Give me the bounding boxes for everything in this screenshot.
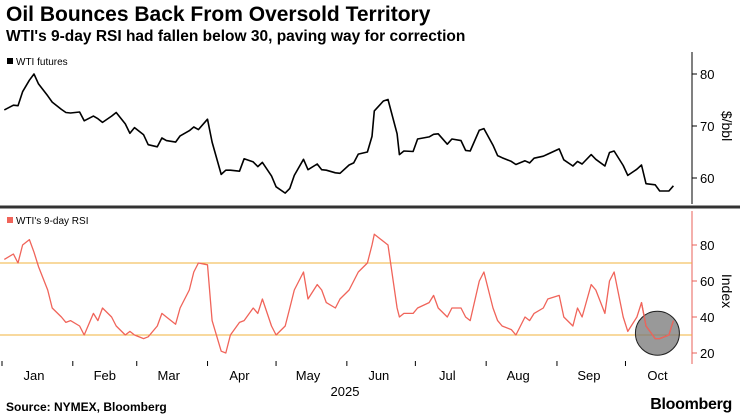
price-legend: WTI futures (7, 57, 68, 68)
rsi-legend-label: WTI's 9-day RSI (16, 216, 88, 227)
price-y-tick-label: 80 (700, 67, 714, 82)
bloomberg-logo: Bloomberg (650, 396, 732, 413)
x-tick-label: Jul (439, 368, 456, 383)
price-panel: 60 70 80 $/bbl WTI futures (3, 52, 735, 204)
x-tick-label: May (296, 368, 321, 383)
rsi-legend: WTI's 9-day RSI (7, 216, 88, 227)
x-tick-label: Aug (507, 368, 530, 383)
price-y-axis-label: $/bbl (719, 111, 735, 141)
rsi-threshold-lines (0, 262, 692, 336)
x-tick-label: Sep (577, 368, 600, 383)
x-tick-label: Jan (23, 368, 44, 383)
x-tick-label: Mar (158, 368, 181, 383)
source-note: Source: NYMEX, Bloomberg (6, 400, 167, 414)
rsi-y-tick-label: 80 (700, 238, 714, 253)
chart-subtitle: WTI's 9-day RSI had fallen below 30, pav… (6, 28, 466, 45)
x-tick-label: Feb (94, 368, 116, 383)
rsi-series-line (3, 233, 675, 354)
rsi-y-tick-label: 40 (700, 310, 714, 325)
price-legend-swatch (7, 58, 13, 64)
price-legend-label: WTI futures (16, 57, 68, 68)
x-tick-label: Oct (647, 368, 668, 383)
x-axis-year-label: 2025 (331, 384, 360, 398)
x-tick-label: Jun (368, 368, 389, 383)
price-y-tick-label: 70 (700, 119, 714, 134)
price-y-tick-label: 60 (700, 171, 714, 186)
rsi-legend-swatch (7, 217, 13, 223)
rsi-y-axis-label: Index (719, 274, 735, 308)
rsi-y-ticks: 20 40 60 80 (692, 238, 714, 361)
price-y-ticks: 60 70 80 (692, 67, 714, 186)
x-axis-ticks: Jan Feb Mar Apr May Jun Jul Aug Sep Oct (1, 361, 668, 383)
chart-area: 60 70 80 $/bbl WTI futures 20 40 60 80 Index … (0, 52, 740, 398)
rsi-y-tick-label: 20 (700, 346, 714, 361)
chart-title: Oil Bounces Back From Oversold Territory (6, 3, 431, 26)
x-tick-label: Apr (229, 368, 250, 383)
price-series-line (3, 73, 675, 194)
rsi-series-line-highlighted (640, 302, 675, 340)
rsi-panel: 20 40 60 80 Index WTI's 9-day RSI (0, 211, 735, 364)
oversold-highlight-circle (634, 310, 680, 356)
rsi-y-tick-label: 60 (700, 274, 714, 289)
